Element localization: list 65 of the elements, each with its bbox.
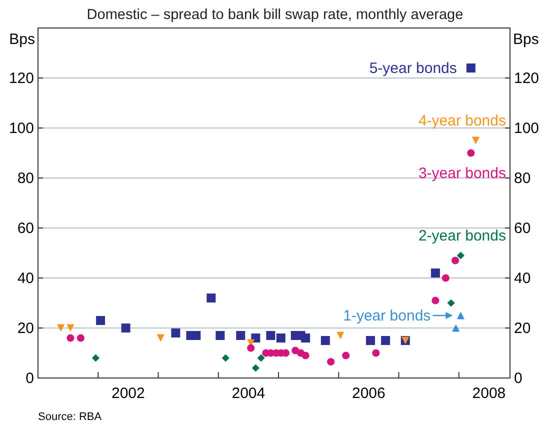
point xyxy=(252,364,260,372)
series-label: 3-year bonds xyxy=(418,165,506,182)
chart-subtitle: Domestic – spread to bank bill swap rate, monthly average xyxy=(86,7,464,23)
point xyxy=(206,294,216,302)
y-tick-label: 60 xyxy=(17,220,34,237)
point xyxy=(467,149,475,157)
point xyxy=(266,331,276,340)
y-tick-label: 20 xyxy=(17,320,34,337)
y-tick-label: 100 xyxy=(8,120,34,137)
series-label: 2-year bonds xyxy=(418,228,506,244)
y2-tick-label: 80 xyxy=(514,170,531,187)
point xyxy=(342,352,350,360)
point xyxy=(66,334,74,342)
point xyxy=(451,256,460,264)
y-tick-label: 120 xyxy=(8,70,34,87)
point xyxy=(452,324,460,332)
series-label: 5-year bonds xyxy=(369,60,457,77)
point xyxy=(121,324,130,332)
point xyxy=(466,64,476,72)
point xyxy=(216,331,225,340)
y2-tick-label: 20 xyxy=(514,320,531,337)
point xyxy=(301,334,310,342)
point xyxy=(92,354,100,362)
point xyxy=(336,332,344,340)
point xyxy=(432,296,440,304)
point xyxy=(222,354,230,362)
y2-tick-label: 120 xyxy=(514,70,540,87)
point xyxy=(171,328,180,338)
point xyxy=(366,336,376,345)
point xyxy=(327,358,335,366)
x-tick-label: 2004 xyxy=(232,385,266,402)
y2-tick-label: 100 xyxy=(514,120,540,137)
x-tick-label: 2008 xyxy=(472,385,506,402)
x-tick-label: 2002 xyxy=(112,385,145,402)
point xyxy=(381,336,390,345)
source-note: Source: RBA xyxy=(38,411,102,423)
series-label: 4-year bonds xyxy=(418,112,506,130)
point xyxy=(66,324,74,332)
point xyxy=(302,352,310,360)
point xyxy=(236,331,246,340)
y2-tick-label: 40 xyxy=(514,270,531,287)
point xyxy=(247,344,255,352)
point xyxy=(442,274,450,282)
y-tick-label: 40 xyxy=(17,270,34,287)
point xyxy=(430,268,440,278)
point xyxy=(96,316,106,325)
point xyxy=(320,336,330,345)
y-tick-label: 0 xyxy=(26,370,34,387)
y2-axis-title: Bps xyxy=(513,31,539,48)
y2-tick-label: 60 xyxy=(514,220,531,237)
point xyxy=(372,349,380,357)
x-tick-label: 2006 xyxy=(352,385,386,402)
y-tick-label: 80 xyxy=(17,170,34,187)
point xyxy=(156,334,164,342)
point xyxy=(57,324,65,332)
y-axis-title: Bps xyxy=(9,31,35,48)
point xyxy=(472,136,480,144)
point xyxy=(76,334,84,342)
point xyxy=(276,334,286,342)
point xyxy=(456,252,464,260)
legend-label: 1-year bonds xyxy=(343,308,431,324)
point xyxy=(456,312,464,320)
y2-tick-label: 0 xyxy=(514,370,522,387)
point xyxy=(257,354,265,362)
point xyxy=(447,299,455,307)
